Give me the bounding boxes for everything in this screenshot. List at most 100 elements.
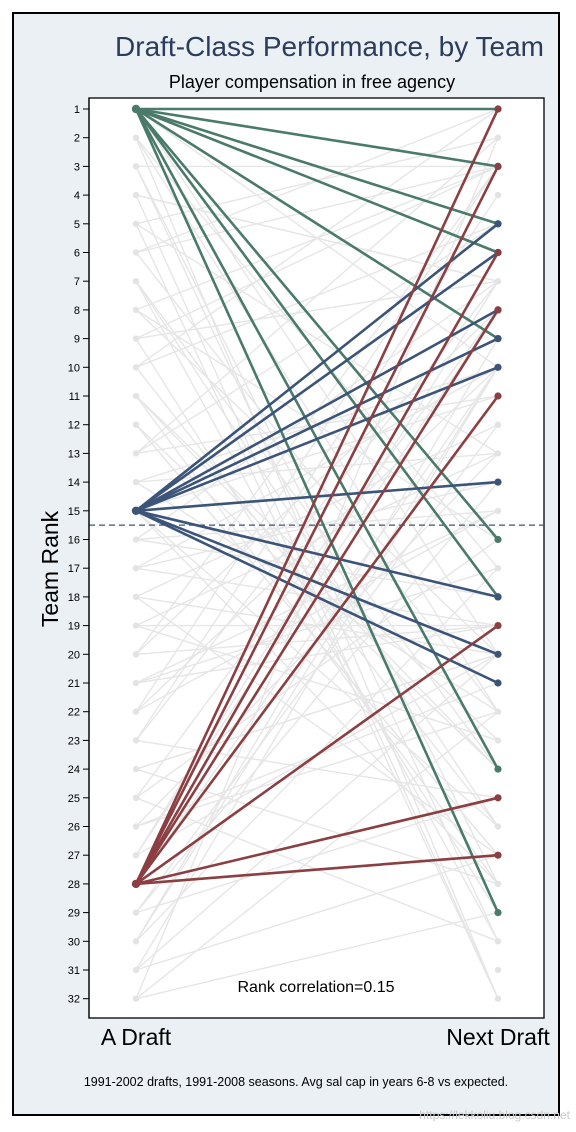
y-tick-label: 13 bbox=[68, 448, 80, 460]
background-point bbox=[132, 364, 140, 371]
y-tick-label: 25 bbox=[68, 793, 80, 805]
background-point bbox=[132, 651, 140, 658]
series-line bbox=[134, 853, 500, 886]
y-tick-label: 30 bbox=[68, 936, 80, 948]
background-point bbox=[494, 966, 502, 974]
background-point bbox=[132, 278, 140, 285]
y-tick-label: 17 bbox=[68, 563, 80, 575]
y-tick-label: 21 bbox=[68, 678, 80, 690]
series-end-point bbox=[494, 765, 502, 773]
series-line bbox=[134, 107, 500, 340]
background-line bbox=[135, 165, 499, 254]
series-line bbox=[134, 251, 500, 513]
series-line bbox=[134, 107, 500, 886]
background-line bbox=[135, 223, 499, 454]
background-line bbox=[135, 510, 499, 713]
y-tick-label: 9 bbox=[74, 334, 80, 346]
background-point bbox=[494, 450, 502, 457]
background-point bbox=[494, 823, 502, 830]
y-tick-label: 15 bbox=[68, 506, 80, 518]
background-point bbox=[132, 593, 140, 601]
chart-frame: Draft-Class Performance, by Team Player … bbox=[12, 12, 560, 1116]
y-tick-label: 11 bbox=[69, 391, 80, 403]
background-line bbox=[135, 137, 499, 454]
series-end-point bbox=[494, 478, 502, 486]
series-end-point bbox=[494, 162, 502, 170]
background-point bbox=[132, 306, 140, 314]
chart-footnote: 1991-2002 drafts, 1991-2008 seasons. Avg… bbox=[84, 1075, 508, 1089]
background-point bbox=[132, 938, 140, 945]
background-point bbox=[132, 478, 140, 486]
background-point bbox=[132, 220, 140, 227]
y-tick-label: 4 bbox=[74, 190, 80, 202]
y-tick-label: 1 bbox=[74, 104, 80, 116]
background-line bbox=[135, 911, 499, 1000]
series-line bbox=[134, 107, 500, 541]
y-tick-label: 32 bbox=[68, 994, 80, 1006]
x-axis-label-next-draft: Next Draft bbox=[446, 1024, 550, 1050]
series-line bbox=[134, 624, 500, 886]
background-line bbox=[135, 395, 499, 512]
series-end-point bbox=[494, 105, 502, 113]
y-tick-label: 6 bbox=[74, 248, 80, 260]
series-line bbox=[134, 222, 500, 513]
series-line bbox=[134, 337, 500, 513]
series-end-point bbox=[494, 622, 502, 630]
background-line bbox=[135, 653, 499, 770]
background-line bbox=[135, 711, 499, 828]
series-end-point bbox=[494, 363, 502, 371]
y-tick-label: 29 bbox=[68, 908, 80, 920]
series-start-point bbox=[131, 104, 141, 114]
background-line bbox=[135, 280, 499, 340]
background-point bbox=[494, 708, 502, 715]
y-tick-label: 12 bbox=[68, 420, 80, 432]
series-end-point bbox=[494, 335, 502, 343]
series-line bbox=[134, 509, 500, 599]
series-layer bbox=[131, 104, 502, 917]
series-line bbox=[134, 308, 500, 886]
series-line bbox=[134, 107, 500, 254]
y-tick-label: 24 bbox=[68, 764, 80, 776]
series-line bbox=[134, 107, 500, 914]
background-line bbox=[135, 624, 499, 742]
chart-title: Draft-Class Performance, by Team bbox=[115, 31, 544, 62]
background-point bbox=[132, 765, 140, 773]
background-line bbox=[135, 711, 499, 1000]
series-end-point bbox=[494, 909, 502, 917]
background-point bbox=[132, 536, 140, 543]
background-line bbox=[135, 108, 499, 368]
background-point bbox=[132, 852, 140, 859]
y-tick-label: 7 bbox=[74, 276, 80, 288]
background-point bbox=[132, 995, 140, 1002]
series-from-rank-15 bbox=[131, 220, 502, 687]
background-point bbox=[132, 909, 140, 916]
series-line bbox=[134, 107, 500, 168]
background-point bbox=[132, 823, 140, 830]
background-point bbox=[494, 278, 502, 285]
series-line bbox=[134, 308, 500, 513]
y-tick-label: 8 bbox=[74, 305, 80, 317]
background-point bbox=[494, 134, 502, 141]
series-end-point bbox=[494, 794, 502, 802]
x-axis-label-a-draft: A Draft bbox=[101, 1024, 172, 1050]
series-end-point bbox=[494, 392, 502, 400]
series-end-point bbox=[494, 535, 502, 544]
series-start-point bbox=[131, 879, 141, 889]
background-point bbox=[494, 565, 502, 572]
y-tick-label: 20 bbox=[68, 649, 80, 661]
y-axis-label: Team Rank bbox=[37, 510, 63, 627]
background-point bbox=[494, 938, 502, 945]
background-point bbox=[132, 421, 140, 428]
background-line bbox=[135, 366, 499, 713]
series-line bbox=[134, 509, 500, 656]
background-point bbox=[132, 392, 140, 400]
watermark-text: https://lekkoliu.blog.csdn.net bbox=[419, 1108, 570, 1122]
background-line bbox=[135, 366, 499, 885]
y-tick-label: 18 bbox=[68, 592, 80, 604]
background-point bbox=[132, 622, 140, 629]
series-end-point bbox=[494, 851, 502, 859]
series-line bbox=[134, 251, 500, 886]
background-point bbox=[132, 708, 140, 715]
series-end-point bbox=[494, 679, 502, 687]
background-line bbox=[135, 653, 499, 971]
